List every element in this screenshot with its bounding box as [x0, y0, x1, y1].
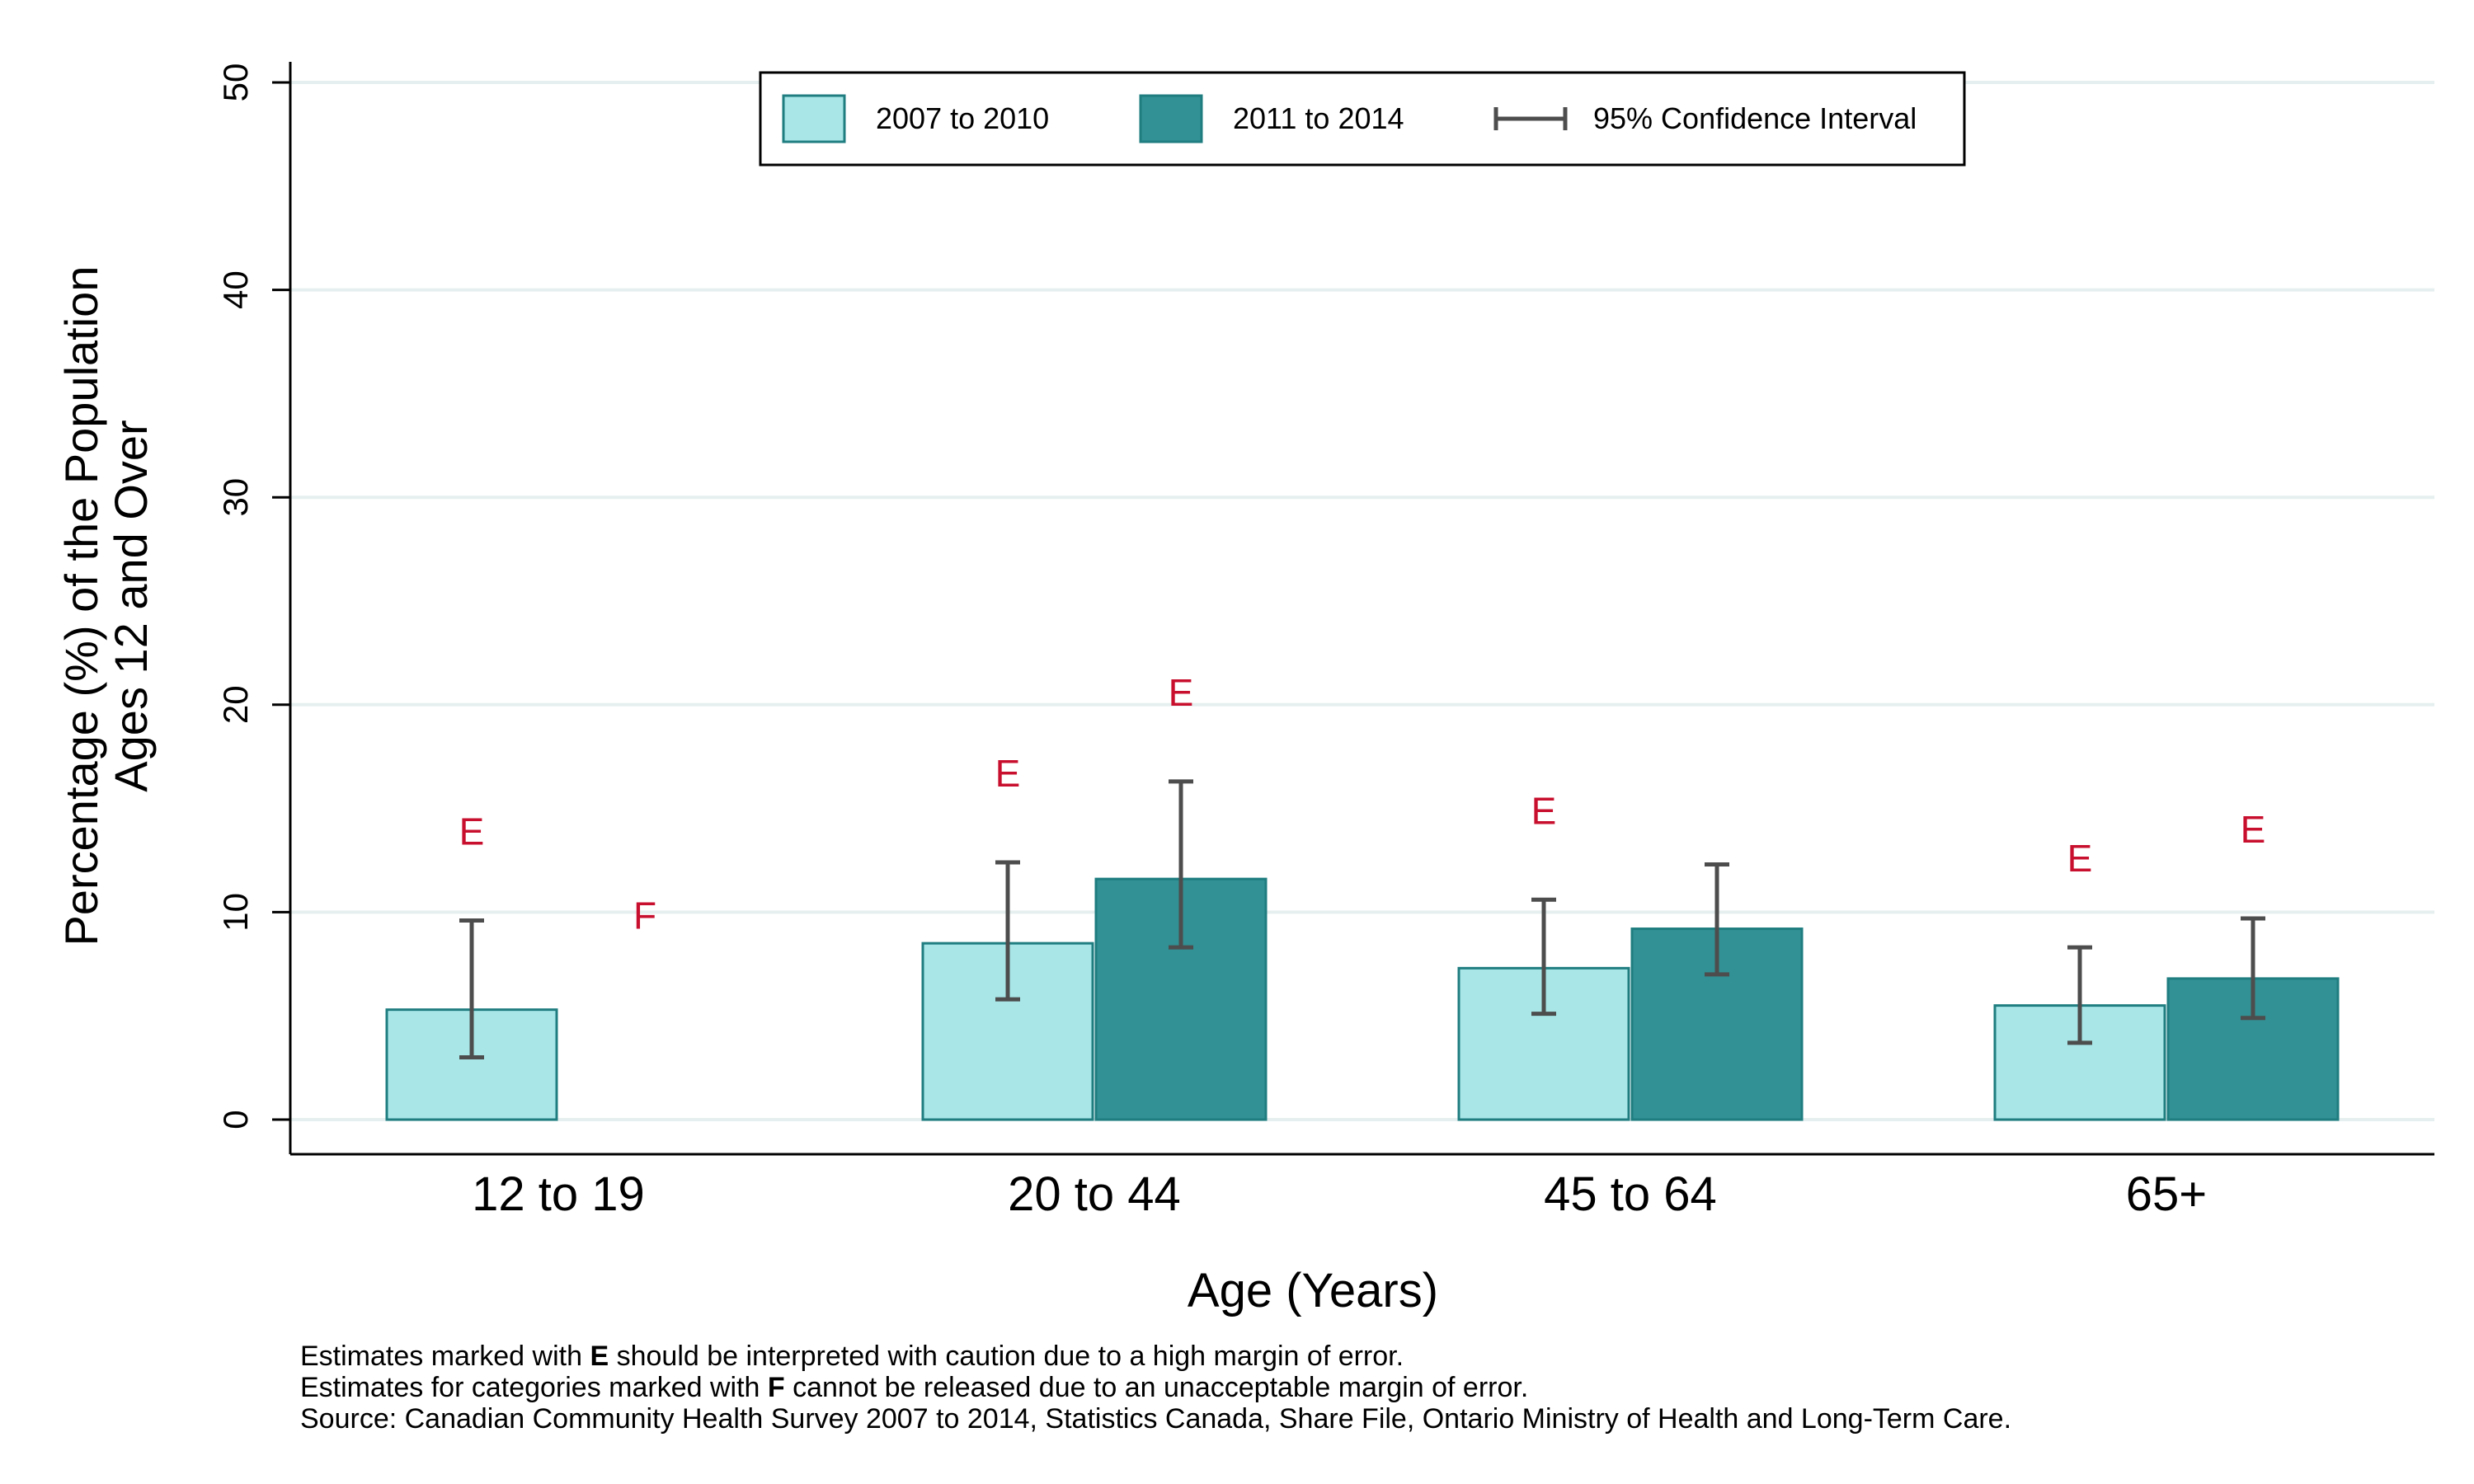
legend-label: 2011 to 2014 [1233, 101, 1404, 135]
flag-e: E [2241, 808, 2266, 851]
y-tick-label: 30 [216, 478, 255, 517]
flag-e: E [1169, 671, 1194, 714]
ci-whisker [2241, 916, 2265, 1021]
y-tick-label: 20 [216, 685, 255, 724]
ci-whisker [995, 860, 1020, 1002]
estimate-flags: E F E E E E E [459, 671, 2266, 937]
x-axis-title: Age (Years) [1188, 1264, 1438, 1317]
ci-whisker [1531, 897, 1556, 1017]
legend-box [759, 71, 1966, 167]
y-axis-title-line: Ages 12 and Over [105, 420, 157, 791]
footnotes: Estimates marked with E should be interp… [300, 1341, 2011, 1435]
legend-label: 95% Confidence Interval [1593, 101, 1917, 135]
x-tick-label: 65+ [2126, 1167, 2207, 1221]
y-tick-label: 50 [216, 63, 255, 102]
y-axis: 0 10 20 30 40 50 Percentage (%) of the Populat… [55, 62, 292, 1154]
y-axis-title-line: Percentage (%) of the Population [55, 266, 107, 946]
flag-e: E [459, 810, 485, 852]
ci-whisker [459, 918, 484, 1060]
flag-e: E [1531, 789, 1557, 832]
footnote-e: Estimates marked with E should be interp… [300, 1341, 1404, 1372]
x-axis: 12 to 19 20 to 44 45 to 64 65+ Age (Years) [290, 1153, 2434, 1317]
flag-f: F [633, 895, 656, 937]
ci-whisker [1705, 862, 1729, 977]
ci-whisker [2067, 945, 2092, 1045]
bars [385, 877, 2340, 1121]
legend-ci-symbol [1493, 107, 1568, 130]
bar [385, 1008, 558, 1121]
x-tick-label: 45 to 64 [1544, 1167, 1717, 1221]
x-tick-label: 12 to 19 [472, 1167, 645, 1221]
y-tick-label: 40 [216, 270, 255, 309]
grid-lines [290, 81, 2434, 1121]
footnote-f: Estimates for categories marked with F c… [300, 1372, 1529, 1403]
legend: 2007 to 2010 2011 to 2014 95% Confidence I… [759, 71, 1966, 167]
legend-swatch [1139, 94, 1203, 143]
y-axis-title: Percentage (%) of the PopulationAges 12 … [55, 266, 157, 946]
legend-swatch [782, 94, 846, 143]
footnote-source: Source: Canadian Community Health Survey… [300, 1403, 2012, 1435]
y-tick-label: 10 [216, 893, 255, 932]
flag-e: E [995, 752, 1021, 795]
confidence-intervals [459, 779, 2265, 1060]
y-tick-label: 0 [216, 1110, 255, 1129]
x-tick-label: 20 to 44 [1008, 1167, 1181, 1221]
ci-whisker [1169, 779, 1193, 950]
bar [921, 942, 1094, 1121]
legend-label: 2007 to 2010 [876, 101, 1049, 135]
flag-e: E [2067, 837, 2093, 880]
bar [1993, 1004, 2166, 1121]
